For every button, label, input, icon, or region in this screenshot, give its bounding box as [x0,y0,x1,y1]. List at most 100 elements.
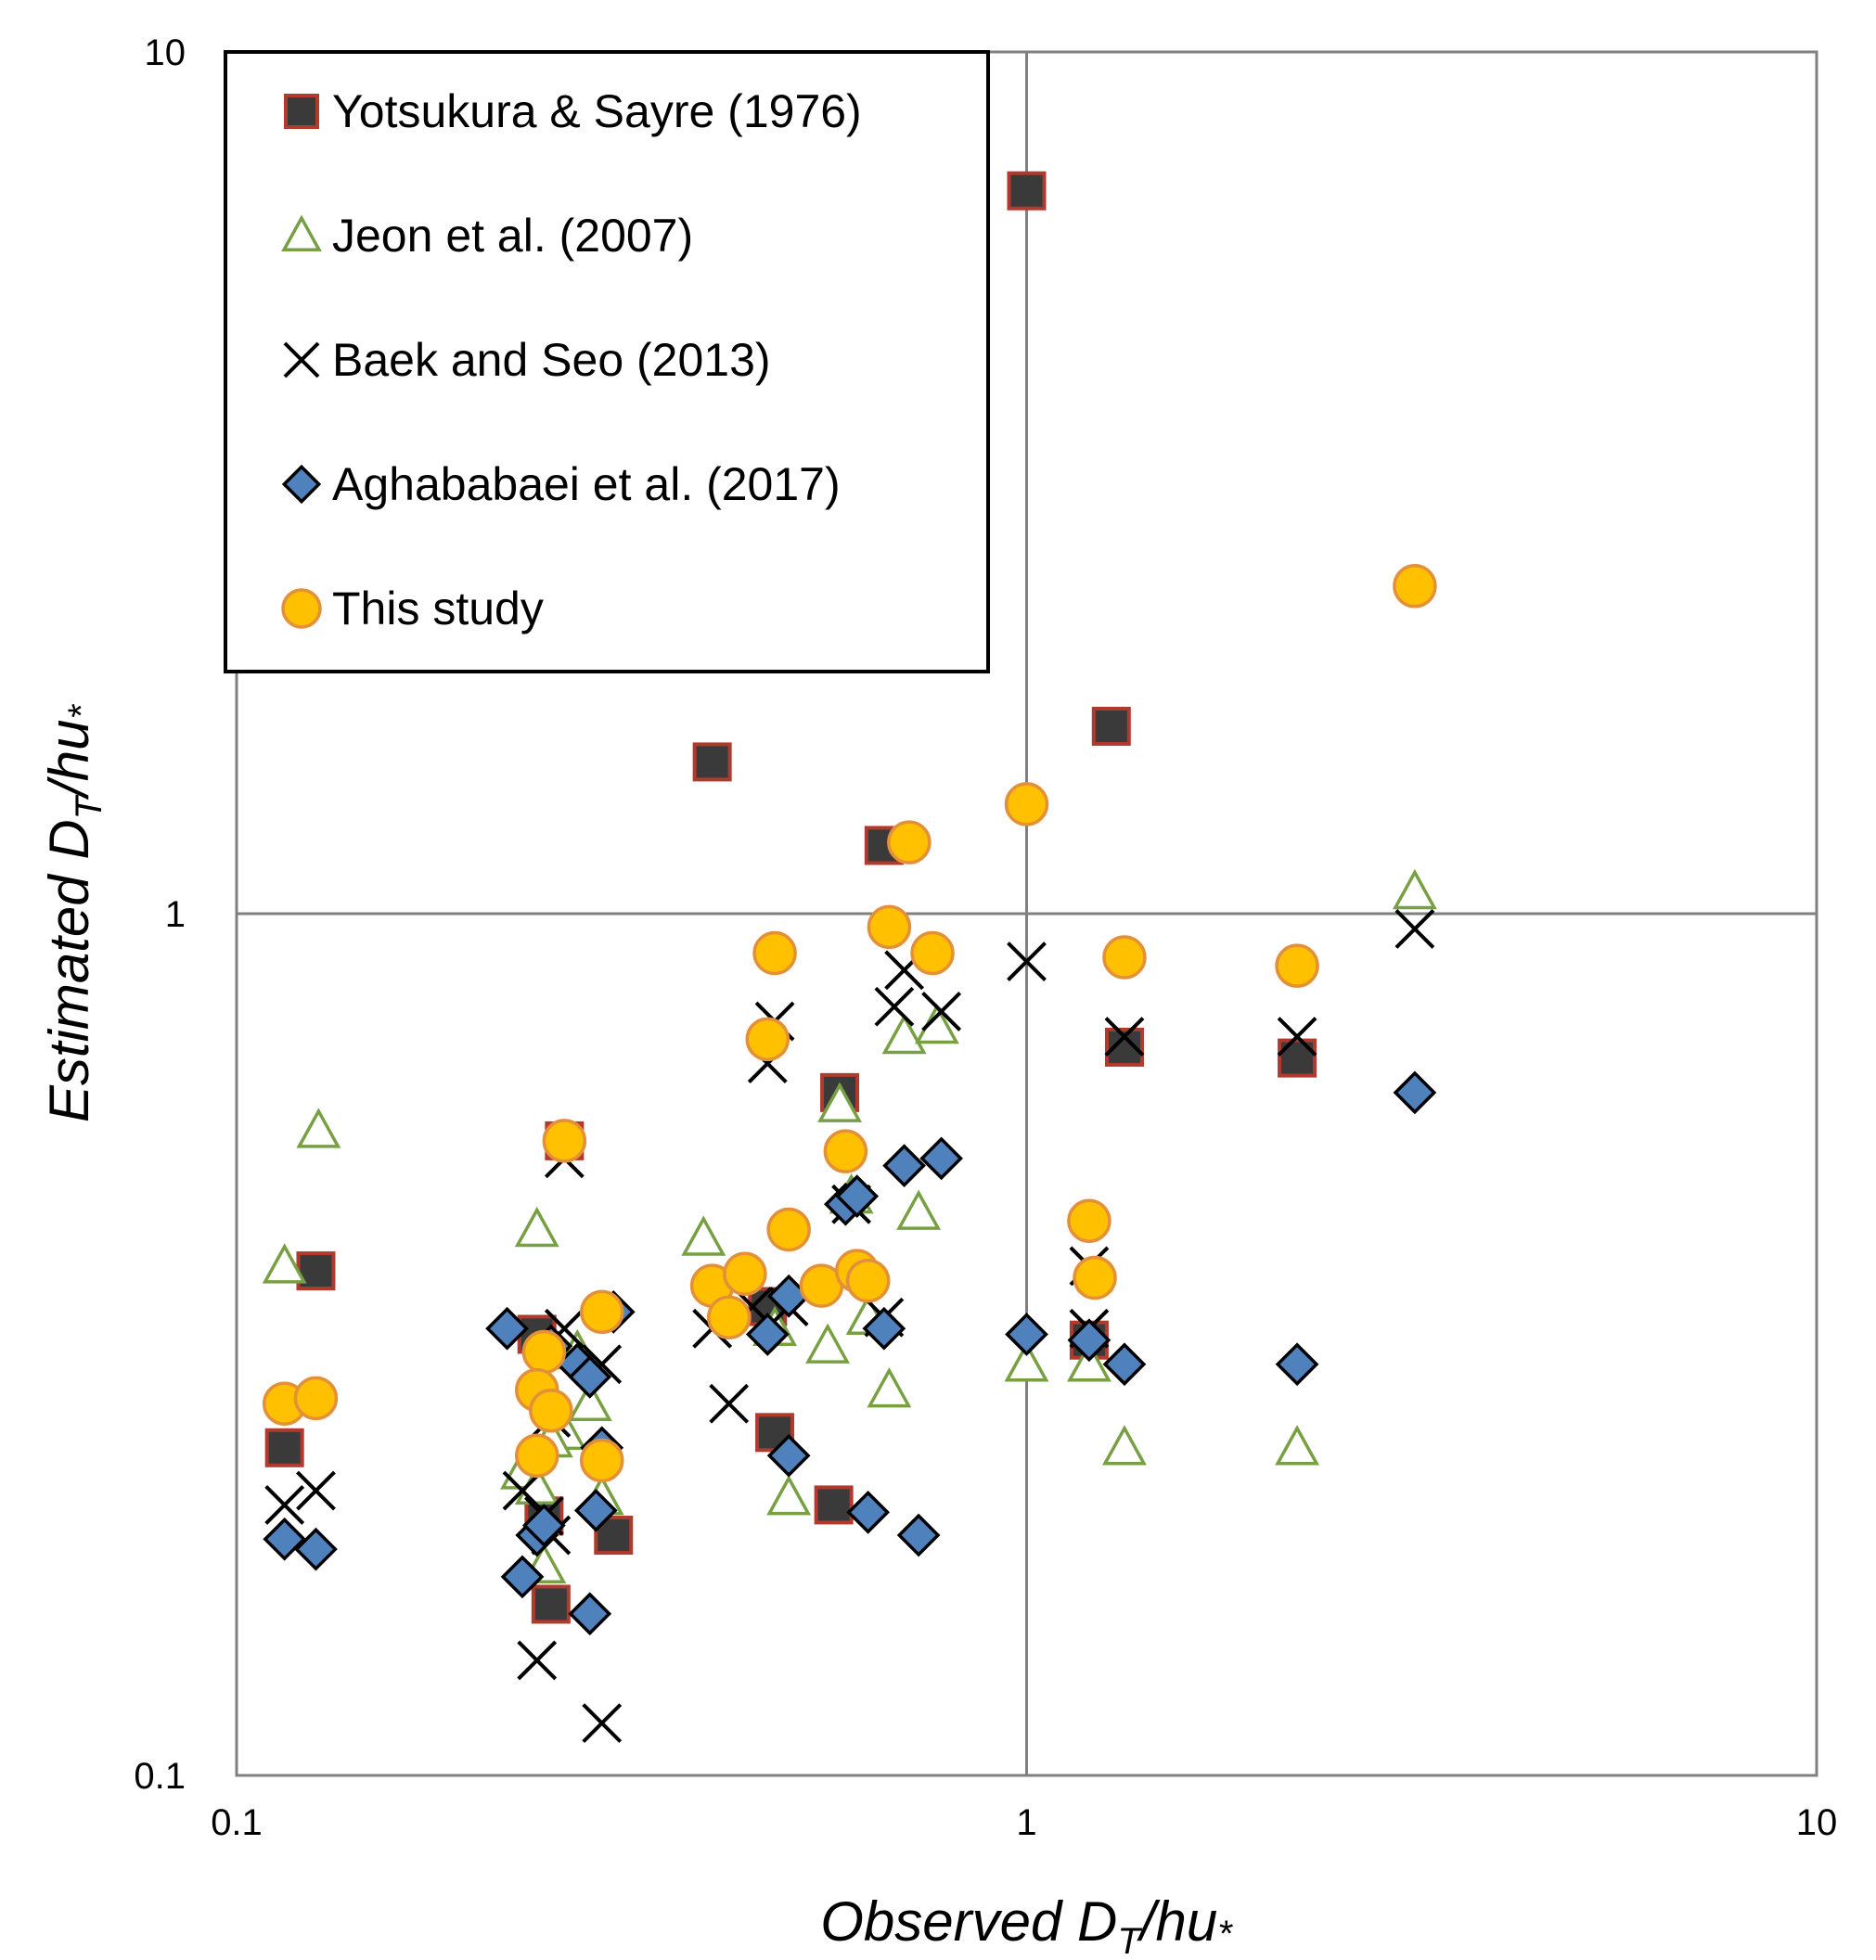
x-tick-label: 1 [1016,1802,1036,1843]
data-point [517,1640,558,1681]
data-point [1101,1425,1147,1466]
data-point [263,1517,307,1561]
legend-box [224,50,990,673]
legend-label: Aghababaei et al. (2017) [332,458,841,510]
data-point [514,1433,559,1479]
data-point [805,1323,851,1364]
data-point [1104,1017,1145,1057]
data-point [896,1513,941,1557]
data-point [1004,782,1049,826]
data-point [1278,1038,1317,1078]
data-point [1394,909,1435,949]
y-tick-label: 1 [165,894,186,935]
data-point [264,1428,304,1467]
data-point [1004,1341,1049,1382]
data-point [485,1306,529,1351]
legend-marker-x [283,341,320,378]
data-point [709,1383,750,1424]
data-point [1275,1425,1320,1466]
data-point [1007,171,1047,211]
data-point [1005,1313,1048,1356]
data-point [887,820,932,865]
data-point [1393,564,1437,608]
data-point [1067,1318,1111,1363]
legend: Yotsukura & Sayre (1976) Jeon et al. (200… [224,50,990,673]
legend-marker-triangle [281,214,322,252]
data-point [896,1189,942,1230]
data-point [1102,935,1147,980]
data-point [874,986,915,1027]
data-point [1066,1341,1111,1382]
data-point [529,1389,573,1433]
data-point [531,1584,571,1624]
data-point [296,1108,341,1148]
data-point [814,1485,854,1525]
x-tick-label: 0.1 [211,1802,263,1843]
series-circle [262,564,1437,1483]
y-axis-title: Estimated DT/hu* [38,703,109,1122]
data-point [723,1251,767,1297]
data-point [1102,1342,1147,1387]
data-point [867,1366,912,1408]
data-point [522,1504,566,1547]
data-point [1393,1070,1437,1115]
legend-label: Jeon et al. (2007) [332,210,693,262]
data-point [542,1119,587,1163]
data-point [1277,1017,1317,1057]
data-point [681,1215,726,1256]
data-point [521,1329,567,1375]
data-point [881,1013,927,1055]
data-point [745,1313,790,1356]
y-tick-label: 10 [145,32,186,73]
data-point [568,1592,612,1636]
data-point [692,742,732,782]
data-point [862,1306,906,1351]
data-point [1073,1255,1117,1300]
x-axis-title: Observed DT/hu* [820,1890,1233,1960]
data-point [766,1475,812,1516]
data-point [1275,943,1319,988]
data-point [1007,942,1047,981]
data-point [835,1174,880,1218]
legend-marker-square [284,94,319,129]
data-point [846,1490,891,1534]
data-point [568,1355,612,1399]
data-point [706,1295,752,1340]
data-point [766,1207,811,1252]
tick-labels: 0.1 1 10 0.1 1 10 [134,32,1837,1843]
data-point [1091,706,1131,746]
x-tick-label: 10 [1796,1802,1838,1843]
legend-label: This study [332,583,544,634]
data-point [582,1703,623,1744]
data-point [752,930,797,976]
data-point [910,930,955,976]
data-point [502,1470,543,1511]
data-point [573,1488,618,1532]
legend-label: Baek and Seo (2013) [332,334,771,386]
data-point [745,1017,790,1062]
data-point [1392,868,1437,910]
data-point [1275,1342,1319,1387]
data-point [817,1082,863,1122]
data-point [293,1376,339,1421]
data-point [296,1470,336,1511]
data-point [579,1438,624,1483]
data-point [823,1129,868,1173]
data-point [867,904,912,950]
data-point [1067,1198,1111,1243]
legend-label: Yotsukura & Sayre (1976) [332,85,862,137]
data-point [262,1243,307,1284]
data-point [845,1258,891,1303]
gridlines [237,52,1817,1775]
data-point [919,1136,963,1181]
data-point [296,1251,336,1291]
data-point [579,1289,624,1335]
data-point [882,1144,926,1188]
data-points [262,171,1437,1744]
y-tick-label: 0.1 [134,1756,186,1797]
data-point [500,1555,545,1599]
data-point [264,1485,305,1525]
data-point [294,1527,338,1571]
legend-marker-circle [281,588,322,629]
